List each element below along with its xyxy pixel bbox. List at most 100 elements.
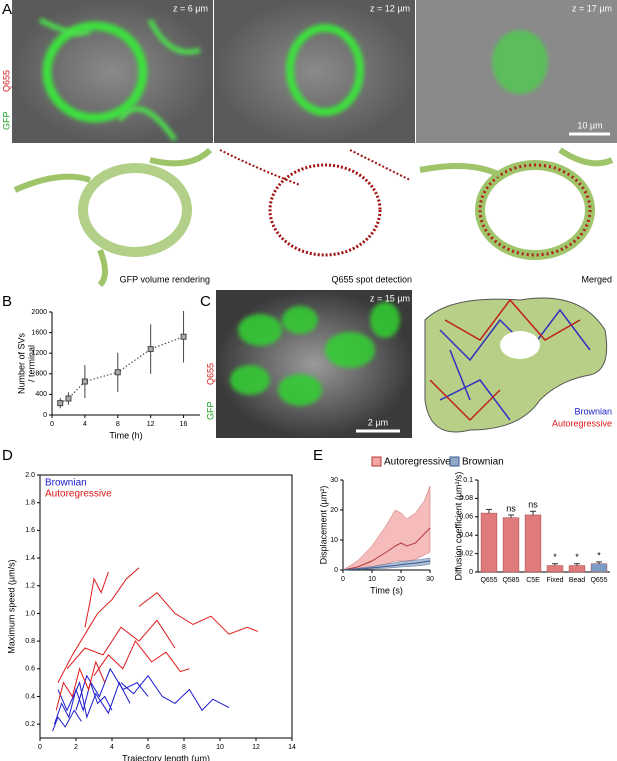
bar (480, 512, 498, 573)
x-tick-label: 10 (216, 744, 224, 751)
y-tick-label: 0 (469, 569, 473, 576)
point (57, 400, 64, 407)
x-tick-label: 6 (146, 744, 150, 751)
y-tick-label: 1.0 (25, 610, 35, 617)
point (65, 395, 72, 402)
legend-swatch (371, 456, 382, 467)
y-tick-label: 1.8 (25, 500, 35, 507)
y-axis-label: Diffusion coefficient (µm²/s) (453, 472, 463, 581)
x-tick-label: Fixed (546, 577, 563, 584)
channel-label: Q655 (1, 70, 11, 92)
x-tick-label: Q655 (590, 577, 607, 584)
trajectory (55, 660, 106, 711)
point (114, 369, 121, 376)
z-label: z = 12 µm (370, 3, 410, 13)
trajectory (57, 567, 140, 683)
x-tick-label: 4 (110, 744, 114, 751)
x-tick-label: 8 (182, 744, 186, 751)
legend-label: Brownian (45, 478, 87, 489)
channel-label: GFP (205, 401, 215, 420)
bar (546, 565, 564, 573)
y-tick-label: 1200 (31, 350, 47, 357)
point (180, 333, 187, 340)
trajectory (53, 680, 113, 725)
x-tick-label: 0 (341, 576, 345, 583)
bar (502, 517, 520, 573)
x-axis-label: Time (h) (109, 430, 142, 440)
panel-label: E (313, 447, 323, 464)
y-tick-label: 0.1 (463, 477, 473, 484)
point (81, 378, 88, 385)
trajectory (84, 571, 109, 628)
x-tick-label: 8 (116, 421, 120, 428)
scale-bar-label: 10 µm (577, 120, 602, 130)
x-tick-label: Bead (569, 577, 585, 584)
y-tick-label: 1.2 (25, 583, 35, 590)
mean-line (342, 560, 431, 571)
y-tick-label: 0.6 (25, 666, 35, 673)
x-tick-label: 14 (288, 744, 296, 751)
x-tick-label: 4 (83, 421, 87, 428)
legend-label: Autoregressive (384, 457, 451, 468)
legend-label: Autoregressive (45, 489, 112, 500)
y-tick-label: 20 (330, 507, 338, 514)
legend-label: Brownian (462, 457, 504, 468)
x-axis-label: Time (s) (370, 585, 403, 595)
x-axis-label: Trajectory length (µm) (122, 753, 210, 761)
caption: Q655 spot detection (331, 274, 412, 284)
bar (568, 565, 586, 573)
annotation: * (575, 552, 579, 562)
y-axis-label: / terminal (26, 345, 36, 382)
mean-line (342, 527, 431, 571)
y-axis-label: Number of SVs (16, 332, 26, 394)
y-tick-label: 0.2 (25, 721, 35, 728)
panel-label: C (200, 293, 211, 310)
trajectory (75, 667, 149, 711)
z-label: z = 15 µm (370, 293, 410, 303)
x-tick-label: 12 (147, 421, 155, 428)
legend-label: Brownian (574, 406, 612, 416)
y-axis-label: Displacement (µm²) (318, 486, 328, 565)
annotation: ns (528, 500, 538, 510)
z-label: z = 6 µm (173, 3, 208, 13)
x-tick-label: 30 (426, 576, 434, 583)
x-tick-label: 2 (74, 744, 78, 751)
z-label: z = 17 µm (572, 3, 612, 13)
panel-label: D (2, 447, 13, 464)
trajectory (52, 709, 82, 732)
trajectory (57, 681, 131, 720)
point (147, 346, 154, 353)
x-tick-label: 20 (397, 576, 405, 583)
y-tick-label: 0.08 (459, 495, 473, 502)
trajectory (66, 619, 176, 670)
annotation: * (553, 552, 557, 562)
y-tick-label: 2000 (31, 309, 47, 316)
legend-label: Autoregressive (552, 418, 612, 428)
y-tick-label: 1.4 (25, 555, 35, 562)
bar (590, 563, 608, 573)
channel-label: Q655 (205, 363, 215, 385)
y-tick-label: 400 (35, 391, 47, 398)
x-tick-label: Q585 (502, 577, 519, 584)
y-tick-label: 30 (330, 477, 338, 484)
legend-swatch (449, 456, 460, 467)
fit-line (59, 336, 184, 404)
y-tick-label: 0 (43, 412, 47, 419)
rendering-row (12, 144, 614, 288)
channel-label: GFP (1, 111, 11, 130)
x-tick-label: 12 (252, 744, 260, 751)
scale-bar-label: 2 µm (368, 417, 388, 427)
y-tick-label: 0 (334, 567, 338, 574)
x-tick-label: 0 (50, 421, 54, 428)
annotation: ns (506, 503, 516, 513)
trajectory (120, 674, 230, 712)
y-tick-label: 0.8 (25, 638, 35, 645)
x-tick-label: 10 (368, 576, 376, 583)
y-tick-label: 0.06 (459, 514, 473, 521)
x-tick-label: Q655 (480, 577, 497, 584)
y-tick-label: 0.02 (459, 550, 473, 557)
y-tick-label: 10 (330, 537, 338, 544)
panel-label: A (2, 1, 12, 18)
caption: GFP volume rendering (120, 274, 210, 284)
